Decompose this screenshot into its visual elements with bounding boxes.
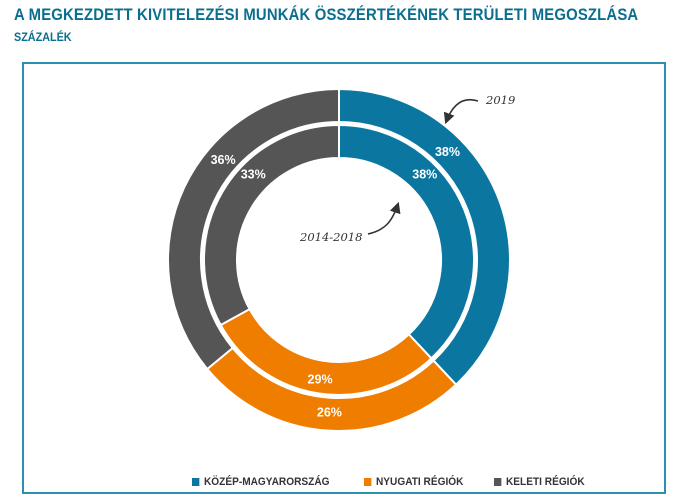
- slice-inner-keleti: [203, 123, 340, 327]
- slice-inner-kozep: [338, 123, 475, 360]
- legend: KÖZÉP-MAGYARORSZÁG NYUGATI RÉGIÓK KELETI…: [192, 476, 592, 488]
- slice-label-inner-kozep: 38%: [412, 168, 437, 182]
- annotation-arrow-2014-2018: [367, 201, 401, 235]
- legend-item-nyugati: NYUGATI RÉGIÓK: [363, 476, 463, 488]
- legend-label-nyugati: NYUGATI RÉGIÓK: [375, 476, 463, 488]
- legend-item-kozep: KÖZÉP-MAGYARORSZÁG: [192, 476, 330, 488]
- chart-title: A MEGKEZDETT KIVITELEZÉSI MUNKÁK ÖSSZÉRT…: [14, 6, 639, 24]
- chart-subtitle: SZÁZALÉK: [14, 30, 72, 44]
- annotation-arrow-2019: [443, 99, 479, 125]
- annotation-2014-2018: 2014-2018: [299, 230, 362, 244]
- slice-label-outer-kozep: 38%: [435, 145, 460, 159]
- annotation-2019: 2019: [485, 93, 515, 107]
- legend-swatch-kozep: [192, 478, 200, 486]
- slice-label-inner-nyugati: 29%: [308, 373, 333, 387]
- slice-label-outer-nyugati: 26%: [317, 406, 342, 420]
- slice-outer-keleti: [166, 87, 340, 371]
- legend-label-keleti: KELETI RÉGIÓK: [505, 476, 585, 488]
- chart-frame: [22, 62, 666, 494]
- legend-label-kozep: KÖZÉP-MAGYARORSZÁG: [203, 476, 330, 488]
- slice-label-inner-keleti: 33%: [241, 168, 266, 182]
- legend-swatch-nyugati: [363, 478, 371, 486]
- legend-swatch-keleti: [493, 478, 502, 486]
- slice-label-outer-keleti: 36%: [211, 153, 236, 167]
- legend-item-keleti: KELETI RÉGIÓK: [493, 476, 585, 488]
